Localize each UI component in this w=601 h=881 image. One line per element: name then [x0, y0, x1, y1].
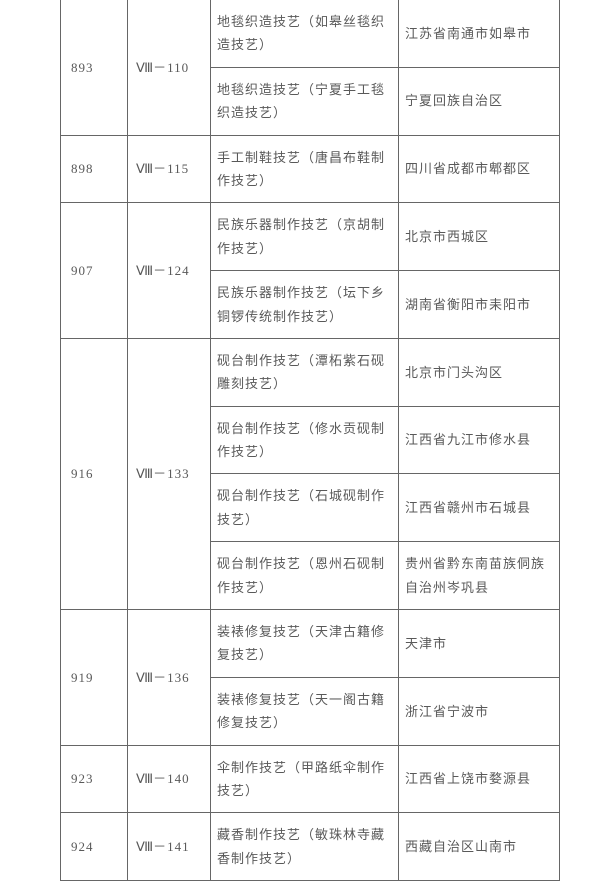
code-suffix: －140 [153, 771, 190, 786]
code-suffix: －136 [153, 670, 190, 685]
serial-number-cell: 919 [61, 610, 128, 746]
code-roman: Ⅷ [136, 670, 153, 685]
region-cell: 江苏省南通市如皋市 [399, 0, 560, 67]
item-name-cell: 民族乐器制作技艺（坛下乡铜锣传统制作技艺） [211, 271, 399, 339]
serial-number-cell: 924 [61, 813, 128, 881]
region-cell: 江西省九江市修水县 [399, 406, 560, 474]
item-name-cell: 民族乐器制作技艺（京胡制作技艺） [211, 203, 399, 271]
code-suffix: －124 [153, 263, 190, 278]
code-suffix: －110 [153, 60, 189, 75]
table-row: 893Ⅷ－110地毯织造技艺（如皋丝毯织造技艺）江苏省南通市如皋市 [61, 0, 560, 67]
code-roman: Ⅷ [136, 161, 153, 176]
page: 893Ⅷ－110地毯织造技艺（如皋丝毯织造技艺）江苏省南通市如皋市地毯织造技艺（… [0, 0, 601, 793]
code-roman: Ⅷ [136, 60, 153, 75]
region-cell: 江西省上饶市婺源县 [399, 745, 560, 813]
item-name-cell: 砚台制作技艺（石城砚制作技艺） [211, 474, 399, 542]
code-roman: Ⅷ [136, 466, 153, 481]
region-cell: 贵州省黔东南苗族侗族自治州岑巩县 [399, 542, 560, 610]
code-cell: Ⅷ－141 [128, 813, 211, 881]
table-row: 907Ⅷ－124民族乐器制作技艺（京胡制作技艺）北京市西城区 [61, 203, 560, 271]
heritage-table: 893Ⅷ－110地毯织造技艺（如皋丝毯织造技艺）江苏省南通市如皋市地毯织造技艺（… [60, 0, 560, 881]
code-suffix: －133 [153, 466, 190, 481]
item-name-cell: 装裱修复技艺（天津古籍修复技艺） [211, 610, 399, 678]
region-cell: 北京市西城区 [399, 203, 560, 271]
serial-number-cell: 898 [61, 135, 128, 203]
item-name-cell: 伞制作技艺（甲路纸伞制作技艺） [211, 745, 399, 813]
code-suffix: －141 [153, 839, 190, 854]
table-row: 898Ⅷ－115手工制鞋技艺（唐昌布鞋制作技艺）四川省成都市郫都区 [61, 135, 560, 203]
serial-number-cell: 916 [61, 338, 128, 609]
region-cell: 江西省赣州市石城县 [399, 474, 560, 542]
item-name-cell: 藏香制作技艺（敏珠林寺藏香制作技艺） [211, 813, 399, 881]
table-row: 916Ⅷ－133砚台制作技艺（潭柘紫石砚雕刻技艺）北京市门头沟区 [61, 338, 560, 406]
item-name-cell: 砚台制作技艺（修水贡砚制作技艺） [211, 406, 399, 474]
item-name-cell: 装裱修复技艺（天一阁古籍修复技艺） [211, 677, 399, 745]
table-row: 919Ⅷ－136装裱修复技艺（天津古籍修复技艺）天津市 [61, 610, 560, 678]
region-cell: 天津市 [399, 610, 560, 678]
code-cell: Ⅷ－124 [128, 203, 211, 339]
item-name-cell: 砚台制作技艺（潭柘紫石砚雕刻技艺） [211, 338, 399, 406]
table-row: 923Ⅷ－140伞制作技艺（甲路纸伞制作技艺）江西省上饶市婺源县 [61, 745, 560, 813]
item-name-cell: 地毯织造技艺（如皋丝毯织造技艺） [211, 0, 399, 67]
region-cell: 北京市门头沟区 [399, 338, 560, 406]
code-cell: Ⅷ－115 [128, 135, 211, 203]
region-cell: 浙江省宁波市 [399, 677, 560, 745]
region-cell: 宁夏回族自治区 [399, 67, 560, 135]
table-row: 924Ⅷ－141藏香制作技艺（敏珠林寺藏香制作技艺）西藏自治区山南市 [61, 813, 560, 881]
item-name-cell: 手工制鞋技艺（唐昌布鞋制作技艺） [211, 135, 399, 203]
code-roman: Ⅷ [136, 263, 153, 278]
serial-number-cell: 907 [61, 203, 128, 339]
region-cell: 湖南省衡阳市耒阳市 [399, 271, 560, 339]
code-cell: Ⅷ－140 [128, 745, 211, 813]
code-suffix: －115 [153, 161, 189, 176]
code-roman: Ⅷ [136, 839, 153, 854]
serial-number-cell: 893 [61, 0, 128, 135]
region-cell: 四川省成都市郫都区 [399, 135, 560, 203]
code-roman: Ⅷ [136, 771, 153, 786]
table-wrapper: 893Ⅷ－110地毯织造技艺（如皋丝毯织造技艺）江苏省南通市如皋市地毯织造技艺（… [60, 0, 560, 881]
code-cell: Ⅷ－110 [128, 0, 211, 135]
item-name-cell: 地毯织造技艺（宁夏手工毯织造技艺） [211, 67, 399, 135]
serial-number-cell: 923 [61, 745, 128, 813]
code-cell: Ⅷ－136 [128, 610, 211, 746]
code-cell: Ⅷ－133 [128, 338, 211, 609]
region-cell: 西藏自治区山南市 [399, 813, 560, 881]
table-body: 893Ⅷ－110地毯织造技艺（如皋丝毯织造技艺）江苏省南通市如皋市地毯织造技艺（… [61, 0, 560, 881]
item-name-cell: 砚台制作技艺（恩州石砚制作技艺） [211, 542, 399, 610]
